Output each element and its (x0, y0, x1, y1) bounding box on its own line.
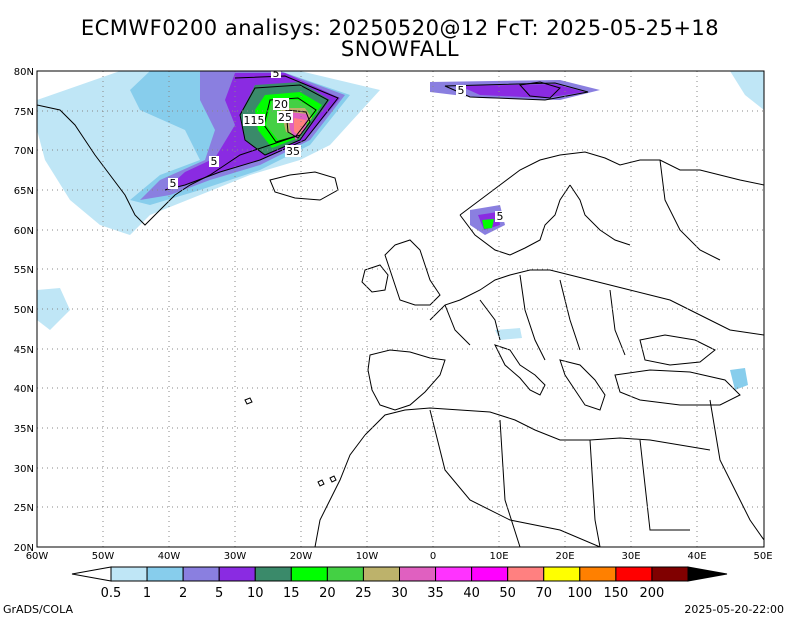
colorbar-labels: 0.5 1 2 5 10 15 20 25 30 35 40 50 70 100 150 200 (101, 586, 665, 601)
lon-label: 10W (356, 551, 379, 562)
contour-label: 115 (244, 114, 265, 127)
lat-label: 40N (14, 384, 34, 395)
lat-label: 45N (14, 345, 34, 356)
colorbar-box (543, 566, 581, 582)
contour-label: 20 (274, 98, 288, 111)
colorbar-label: 2 (179, 586, 187, 601)
map-subtitle: SNOWFALL (340, 37, 460, 61)
graticule (37, 71, 764, 547)
colorbar: 0.5 1 2 5 10 15 20 25 30 35 40 50 70 100 150 200 (71, 566, 728, 601)
contour-label: 5 (497, 210, 504, 223)
lat-label: 65N (14, 186, 34, 197)
colorbar-label: 150 (603, 586, 628, 601)
colorbar-label: 20 (319, 586, 336, 601)
footer-timestamp: 2025-05-20-22:00 (684, 603, 784, 616)
contour-label: 5 (458, 84, 465, 97)
contour-label: 35 (286, 145, 300, 158)
lat-label: 60N (14, 226, 34, 237)
colorbar-label: 1 (143, 586, 151, 601)
colorbar-box (651, 566, 689, 582)
colorbar-label: 0.5 (101, 586, 122, 601)
colorbar-label: 200 (640, 586, 665, 601)
colorbar-box (362, 566, 400, 582)
lon-label: 50W (92, 551, 115, 562)
latitude-labels: 80N 75N 70N 65N 60N 55N 50N 45N 40N 35N … (14, 67, 34, 554)
colorbar-box (254, 566, 292, 582)
contour-label: 5 (273, 67, 280, 80)
lat-label: 20N (14, 543, 34, 554)
contour-label: 5 (211, 155, 218, 168)
lon-label: 40E (687, 551, 706, 562)
lat-label: 80N (14, 67, 34, 78)
colorbar-boxes (110, 566, 689, 582)
colorbar-box (326, 566, 364, 582)
lon-label: 60W (26, 551, 49, 562)
lat-label: 55N (14, 265, 34, 276)
colorbar-left-arrow (71, 566, 112, 582)
contour-label: 5 (170, 177, 177, 190)
contour-label: 25 (278, 111, 292, 124)
lat-label: 75N (14, 107, 34, 118)
lat-label: 30N (14, 464, 34, 475)
contour-labels: 5 5 20 25 115 5 35 5 5 (168, 67, 505, 223)
colorbar-box (507, 566, 545, 582)
lon-label: 30W (224, 551, 247, 562)
footer-credit: GrADS/COLA (3, 603, 73, 616)
lon-label: 10E (489, 551, 508, 562)
lat-label: 35N (14, 424, 34, 435)
map-frame (36, 70, 765, 548)
lon-label: 20W (290, 551, 313, 562)
lon-label: 20E (555, 551, 574, 562)
colorbar-box (471, 566, 509, 582)
colorbar-label: 100 (567, 586, 592, 601)
colorbar-box (399, 566, 437, 582)
colorbar-label: 10 (247, 586, 264, 601)
lon-label: 30E (621, 551, 640, 562)
lon-label: 40W (158, 551, 181, 562)
colorbar-label: 35 (427, 586, 444, 601)
snowfall-shading (37, 71, 764, 390)
longitude-labels: 60W 50W 40W 30W 20W 10W 0 10E 20E 30E 40… (26, 551, 773, 562)
lat-label: 50N (14, 305, 34, 316)
lat-label: 70N (14, 146, 34, 157)
map-plot-area: 5 5 20 25 115 5 35 5 5 (37, 67, 764, 547)
lat-label: 25N (14, 503, 34, 514)
colorbar-box (182, 566, 220, 582)
colorbar-box (579, 566, 617, 582)
colorbar-box (615, 566, 653, 582)
colorbar-box (435, 566, 473, 582)
colorbar-label: 70 (535, 586, 552, 601)
colorbar-box (110, 566, 148, 582)
colorbar-label: 15 (283, 586, 300, 601)
colorbar-label: 30 (391, 586, 408, 601)
colorbar-label: 25 (355, 586, 372, 601)
colorbar-box (218, 566, 256, 582)
map-title: ECMWF0200 analisys: 20250520@12 FcT: 202… (80, 16, 720, 40)
coastlines (37, 81, 764, 547)
lon-label: 50E (753, 551, 772, 562)
colorbar-label: 50 (499, 586, 516, 601)
colorbar-label: 5 (215, 586, 223, 601)
colorbar-box (290, 566, 328, 582)
colorbar-right-arrow (687, 566, 728, 582)
lon-label: 0 (430, 551, 436, 562)
colorbar-label: 40 (463, 586, 480, 601)
colorbar-box (146, 566, 184, 582)
